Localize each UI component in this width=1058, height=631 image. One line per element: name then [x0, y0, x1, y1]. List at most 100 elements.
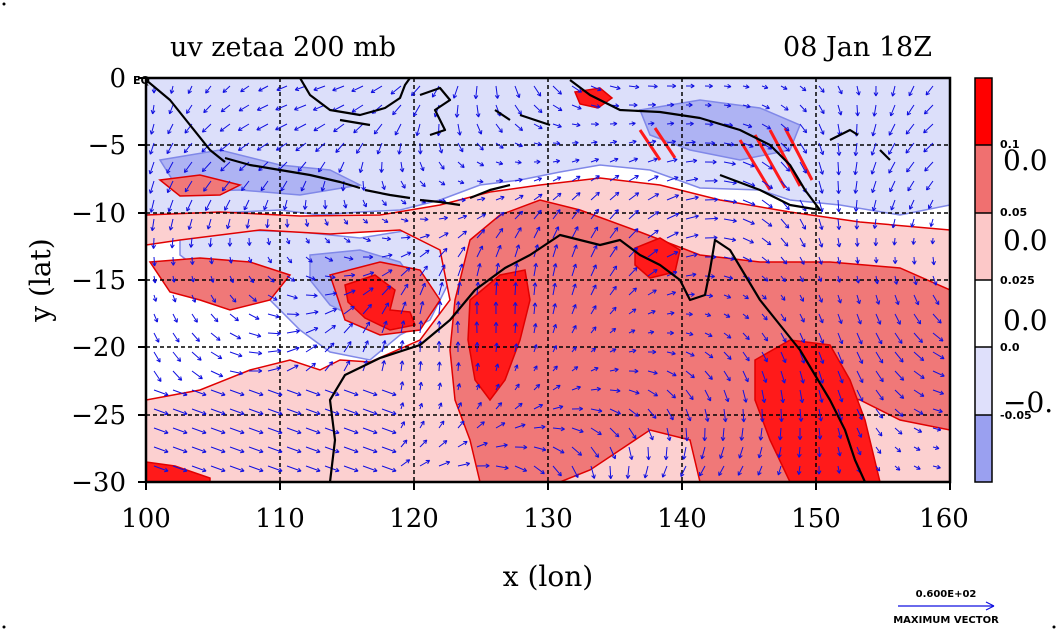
- wind-arrow: [495, 123, 503, 133]
- wind-arrow: [324, 446, 340, 454]
- wind-arrow: [201, 161, 212, 173]
- wind-arrow: [246, 237, 252, 246]
- wind-arrow: [628, 157, 639, 163]
- wind-arrow: [476, 263, 482, 277]
- colorbar-segment-2: [975, 213, 992, 280]
- wind-arrow: [533, 404, 544, 410]
- wind-arrow: [410, 85, 421, 97]
- wind-arrow: [628, 329, 636, 334]
- wind-arrow: [229, 332, 242, 340]
- wind-arrow: [799, 313, 805, 323]
- wind-arrow: [742, 142, 754, 148]
- wind-arrow: [856, 408, 863, 421]
- colorbar-label-1: 0.05: [1000, 206, 1027, 219]
- wind-arrow: [647, 175, 659, 182]
- wind-arrow: [229, 408, 245, 416]
- wind-arrow: [932, 464, 941, 470]
- wind-arrow: [913, 332, 923, 344]
- wind-arrow: [704, 351, 714, 359]
- wind-arrow: [704, 293, 714, 299]
- wind-arrow: [343, 256, 354, 261]
- wind-arrow: [923, 123, 934, 134]
- wind-arrow: [418, 361, 423, 372]
- wind-arrow: [913, 370, 925, 379]
- wind-arrow: [267, 389, 283, 397]
- wind-arrow: [799, 332, 806, 344]
- wind-arrow: [571, 85, 583, 93]
- region-pos-stripes-ne: [638, 127, 814, 191]
- wind-arrow: [457, 263, 464, 277]
- wind-arrow: [590, 226, 599, 239]
- wind-arrow: [400, 283, 409, 296]
- wind-arrow: [647, 83, 658, 89]
- wind-arrow: [761, 313, 768, 321]
- colorbar-segment-4: [975, 347, 992, 415]
- wind-arrow: [381, 218, 389, 223]
- wind-arrow: [456, 383, 462, 391]
- wind-arrow: [458, 197, 466, 203]
- wind-arrow: [836, 142, 842, 156]
- wind-arrow: [647, 330, 655, 335]
- wind-arrow: [780, 389, 785, 404]
- wind-arrow: [419, 282, 426, 296]
- wind-arrow: [514, 244, 521, 258]
- wind-arrow: [685, 140, 696, 145]
- wind-arrow: [305, 237, 310, 244]
- wind-arrow: [890, 199, 896, 211]
- wind-arrow: [476, 229, 486, 239]
- wind-arrow: [152, 275, 158, 284]
- wind-arrow: [552, 323, 558, 334]
- wind-arrow: [894, 427, 903, 435]
- wind-arrow: [704, 408, 710, 422]
- wind-arrow: [240, 85, 250, 93]
- wind-arrow: [381, 253, 393, 258]
- wind-arrow: [628, 408, 639, 417]
- y-tick-minus5: −5: [88, 131, 126, 161]
- wind-arrow: [836, 199, 842, 213]
- wind-arrow: [228, 256, 233, 264]
- wind-arrow: [362, 340, 369, 353]
- wind-arrow: [628, 267, 638, 277]
- wind-arrow: [171, 275, 176, 283]
- wind-arrow: [817, 446, 822, 458]
- wind-arrow: [362, 389, 378, 397]
- wind-arrow: [571, 263, 577, 277]
- wind-arrow: [153, 313, 159, 323]
- wind-arrow: [720, 427, 726, 442]
- wind-arrow: [590, 427, 602, 436]
- wind-arrow: [799, 256, 805, 265]
- wind-arrow: [836, 237, 842, 248]
- wind-arrow: [699, 465, 706, 477]
- wind-arrow: [856, 294, 861, 305]
- wind-arrow: [381, 302, 389, 315]
- wind-arrow: [151, 237, 157, 249]
- wind-arrow: [799, 389, 805, 404]
- wind-arrow: [780, 332, 787, 343]
- wind-arrow: [286, 446, 302, 454]
- colorbar-label-0: 0.1: [1000, 138, 1020, 151]
- wind-arrow: [818, 389, 824, 403]
- wind-arrow: [153, 370, 162, 382]
- wind-arrow: [647, 102, 656, 108]
- wind-arrow: [167, 199, 174, 213]
- wind-arrow: [894, 313, 901, 325]
- wind-arrow: [818, 332, 825, 344]
- wind-arrow: [191, 408, 207, 416]
- wind-arrow: [761, 275, 769, 282]
- wind-arrow: [305, 465, 321, 473]
- colorbar: 0.1 0.05 0.025 0.0 -0.05 0.0 0.0 0.0 −0.: [974, 77, 1053, 483]
- wind-arrow: [647, 310, 656, 315]
- wind-arrow: [413, 104, 421, 117]
- wind-arrow: [353, 123, 364, 134]
- wind-arrow: [913, 465, 921, 470]
- wind-arrow: [780, 180, 791, 192]
- wind-arrow: [590, 208, 600, 220]
- wind-arrow: [400, 199, 407, 205]
- wind-arrow: [924, 161, 934, 172]
- wind-arrow: [305, 446, 321, 454]
- wind-arrow: [276, 85, 288, 92]
- wind-arrow: [932, 294, 940, 306]
- colorbar-big-label-3: −0.: [1003, 386, 1053, 419]
- wind-arrow: [818, 161, 824, 175]
- wind-arrow: [186, 104, 193, 114]
